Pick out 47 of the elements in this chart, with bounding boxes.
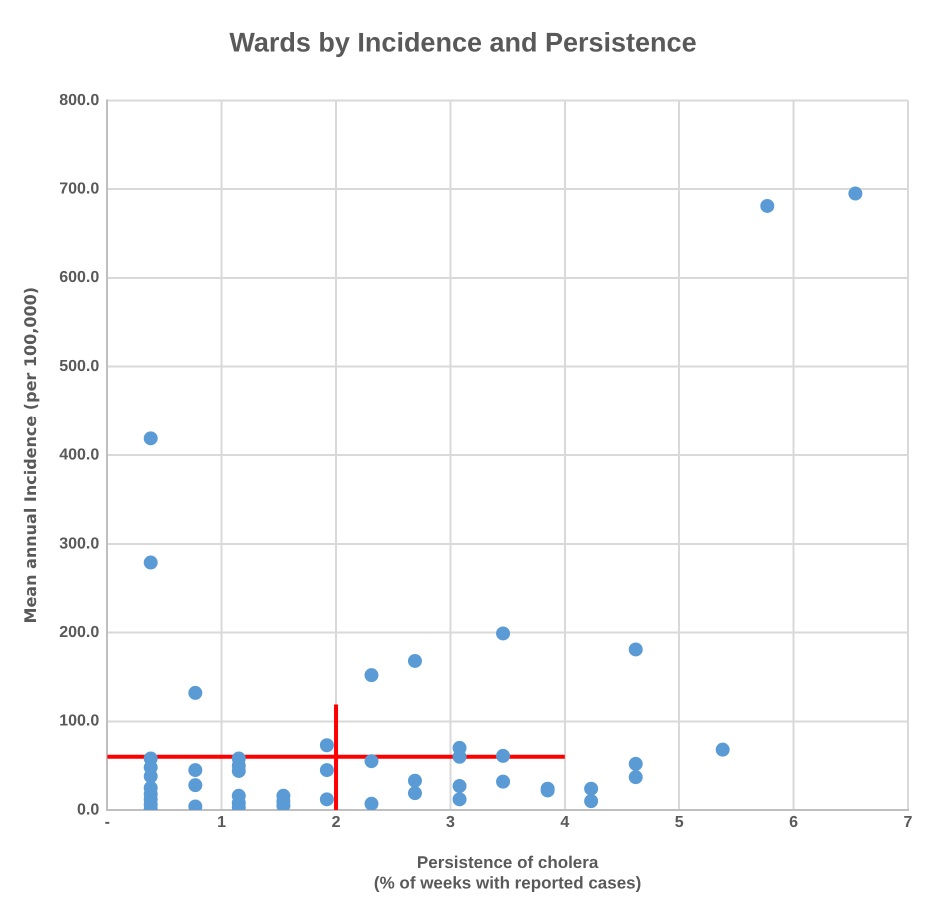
point: [144, 556, 158, 570]
y-tick-label: 300.0: [59, 535, 100, 552]
point: [188, 763, 202, 778]
point: [584, 794, 598, 808]
y-tick-label: 700.0: [59, 180, 100, 198]
point: [716, 742, 730, 757]
point: [408, 774, 422, 788]
point: [188, 686, 202, 700]
x-tick-label: 2: [332, 814, 341, 832]
point: [320, 763, 334, 778]
point: [452, 792, 467, 806]
x-axis-title: Persistence of cholera (% of weeks with reported cases): [374, 853, 642, 892]
point: [144, 431, 158, 446]
x-tick-label: 6: [789, 814, 798, 832]
point: [628, 642, 643, 656]
y-tick-label: 600.0: [59, 269, 100, 286]
point: [364, 796, 378, 810]
x-tick-label: 1: [217, 814, 226, 832]
point: [452, 779, 467, 794]
y-tick-label: 400.0: [59, 446, 100, 464]
x-tick-label: 3: [446, 814, 455, 832]
point: [848, 186, 862, 201]
y-tick-label: 500.0: [59, 358, 100, 375]
point: [496, 774, 510, 789]
point: [628, 770, 643, 784]
point: [496, 748, 510, 763]
x-tick-label: 5: [674, 814, 684, 832]
y-tick-label: 200.0: [59, 624, 100, 642]
y-tick-label: 800.0: [59, 92, 100, 109]
y-axis-title: Mean annual Incidence (per 100,000): [20, 286, 40, 624]
point: [760, 198, 774, 213]
point: [408, 786, 422, 800]
point: [628, 756, 643, 771]
y-tick-label: 100.0: [59, 712, 100, 730]
point: [188, 778, 202, 792]
point: [496, 626, 510, 640]
x-tick-label: 4: [560, 814, 570, 832]
point: [320, 738, 334, 752]
point: [364, 668, 378, 682]
chart-title: Wards by Incidence and Persistence: [229, 28, 697, 58]
point: [584, 782, 598, 796]
x-tick-label: -: [104, 814, 110, 832]
point: [364, 754, 378, 768]
x-tick-label: 7: [904, 814, 913, 832]
point: [320, 792, 334, 806]
point: [408, 654, 422, 668]
y-tick-label: 0.0: [76, 801, 100, 818]
